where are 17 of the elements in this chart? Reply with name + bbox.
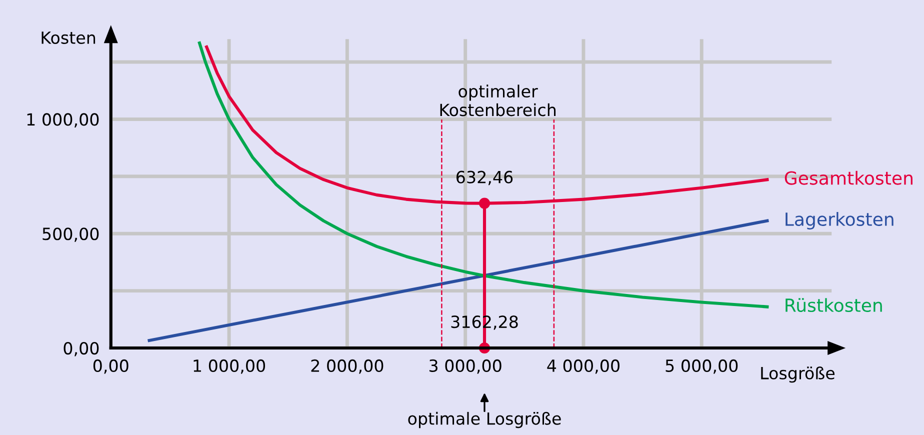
y-tick-label: 500,00: [42, 228, 99, 242]
x-tick-label: 4 000,00: [547, 359, 620, 374]
x-tick-label: 3 000,00: [429, 359, 502, 374]
text: optimale Losgröße: [408, 412, 561, 428]
series-label: Gesamtkosten: [784, 170, 912, 185]
series-label: Lagerkosten: [786, 212, 894, 230]
annotation: 632,46: [456, 170, 513, 186]
series-label: Rüstkosten: [786, 298, 882, 312]
y-tick-label: 1 000,00: [27, 113, 99, 128]
x-axis-title: Losgröße: [761, 366, 835, 383]
x-tick-label: 2 000,00: [311, 359, 384, 374]
x-tick-label: 0,00: [93, 359, 128, 374]
y-tick-label: 0,00: [64, 342, 99, 356]
x-tick-label: 1 000,00: [194, 359, 266, 374]
annotation: optimaler Kostenbereich: [440, 84, 556, 116]
x-tick-label: 5 000,00: [666, 359, 738, 374]
y-axis-title: Kosten: [42, 32, 96, 44]
